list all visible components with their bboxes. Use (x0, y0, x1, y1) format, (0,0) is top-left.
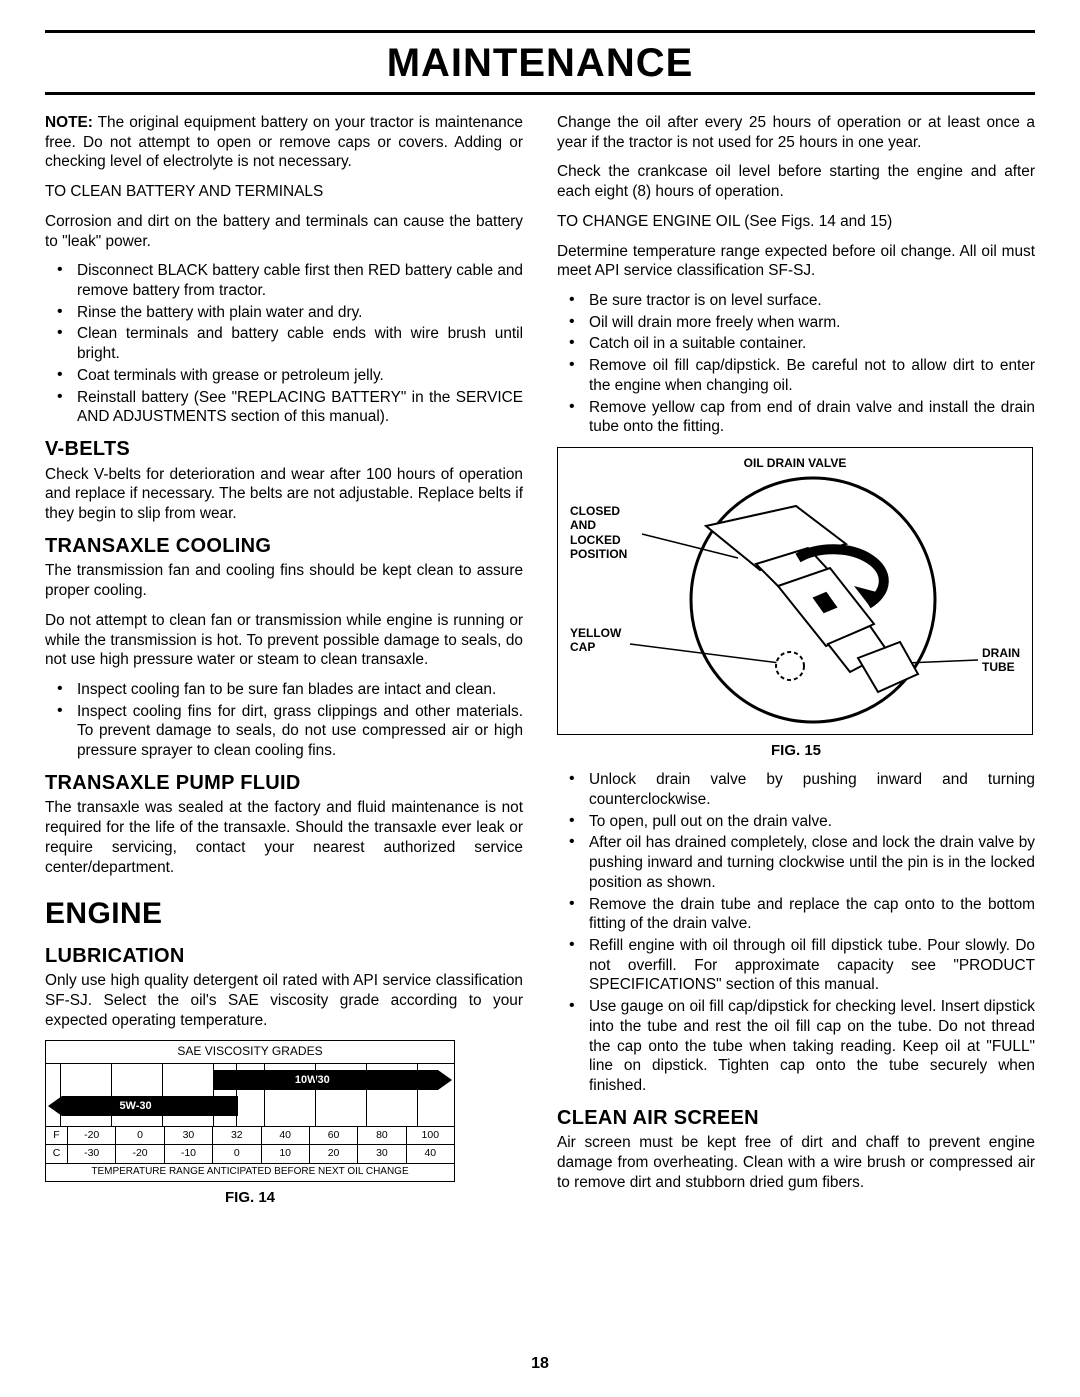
transaxle-cooling-steps: Inspect cooling fan to be sure fan blade… (45, 680, 523, 761)
sae-gridline (264, 1064, 265, 1126)
sae-tick: -20 (68, 1127, 116, 1144)
sae-chart-footer: TEMPERATURE RANGE ANTICIPATED BEFORE NEX… (46, 1163, 454, 1181)
note-body: The original equipment battery on your t… (45, 114, 523, 170)
sae-gridline (454, 1064, 455, 1126)
list-item: Be sure tractor is on level surface. (557, 291, 1035, 311)
page-number: 18 (0, 1355, 1080, 1373)
transaxle-cooling-heading: TRANSAXLE COOLING (45, 534, 523, 560)
vbelts-text: Check V-belts for deterioration and wear… (45, 465, 523, 524)
battery-steps-list: Disconnect BLACK battery cable first the… (45, 261, 523, 427)
oil-drain-valve-illustration (558, 448, 1034, 736)
sae-gridline (111, 1064, 112, 1126)
sae-gridline (366, 1064, 367, 1126)
list-item: Remove yellow cap from end of drain valv… (557, 398, 1035, 437)
sae-gridline (315, 1064, 316, 1126)
right-p2: Check the crankcase oil level before sta… (557, 162, 1035, 201)
rule-top (45, 30, 1035, 33)
arrowhead-10w30 (438, 1070, 452, 1090)
lubrication-heading: LUBRICATION (45, 944, 523, 970)
oil-drain-valve-figure: OIL DRAIN VALVE CLOSED AND LOCKED POSITI… (557, 447, 1033, 735)
sae-gridline (236, 1064, 237, 1126)
sae-c-row: C-30-20-10010203040 (46, 1144, 454, 1162)
note-paragraph: NOTE: The original equipment battery on … (45, 113, 523, 172)
change-oil-steps-1: Be sure tractor is on level surface.Oil … (557, 291, 1035, 437)
list-item: Disconnect BLACK battery cable first the… (45, 261, 523, 300)
sae-tick: 80 (358, 1127, 406, 1144)
left-column: NOTE: The original equipment battery on … (45, 113, 523, 1217)
list-item: Oil will drain more freely when warm. (557, 313, 1035, 333)
sae-viscosity-chart: SAE VISCOSITY GRADES 10W30 5W-30 F-20030… (45, 1040, 455, 1181)
list-item: Reinstall battery (See "REPLACING BATTER… (45, 388, 523, 427)
sae-chart-grid: 10W30 5W-30 (46, 1064, 454, 1126)
sae-gridline (162, 1064, 163, 1126)
sae-gridline (213, 1064, 214, 1126)
note-label: NOTE: (45, 114, 93, 131)
sae-tick: -20 (116, 1145, 164, 1162)
clean-battery-text: Corrosion and dirt on the battery and te… (45, 212, 523, 251)
sae-chart-title: SAE VISCOSITY GRADES (46, 1041, 454, 1063)
sae-tick: 32 (213, 1127, 261, 1144)
list-item: Coat terminals with grease or petroleum … (45, 366, 523, 386)
transaxle-cooling-p2: Do not attempt to clean fan or transmiss… (45, 611, 523, 670)
rule-under-title (45, 92, 1035, 95)
list-item: Catch oil in a suitable container. (557, 334, 1035, 354)
fig14-caption: FIG. 14 (45, 1188, 455, 1207)
sae-row-label: C (46, 1145, 68, 1162)
list-item: Refill engine with oil through oil fill … (557, 936, 1035, 995)
sae-tick: 0 (213, 1145, 261, 1162)
sae-tick: -30 (68, 1145, 116, 1162)
sae-tick: 20 (310, 1145, 358, 1162)
engine-heading: ENGINE (45, 895, 523, 933)
list-item: Inspect cooling fins for dirt, grass cli… (45, 702, 523, 761)
sae-tick: 60 (310, 1127, 358, 1144)
sae-row-label: F (46, 1127, 68, 1144)
sae-tick: 0 (116, 1127, 164, 1144)
sae-tick: 40 (262, 1127, 310, 1144)
transaxle-pump-text: The transaxle was sealed at the factory … (45, 798, 523, 877)
sae-gridline (60, 1064, 61, 1126)
lubrication-text: Only use high quality detergent oil rate… (45, 971, 523, 1030)
page-title: MAINTENANCE (45, 41, 1035, 86)
clean-air-heading: CLEAN AIR SCREEN (557, 1106, 1035, 1132)
label-10w30: 10W30 (295, 1073, 330, 1087)
list-item: Remove oil fill cap/dipstick. Be careful… (557, 356, 1035, 395)
sae-tick: 30 (358, 1145, 406, 1162)
fig15-caption: FIG. 15 (557, 741, 1035, 760)
list-item: After oil has drained completely, close … (557, 833, 1035, 892)
list-item: To open, pull out on the drain valve. (557, 812, 1035, 832)
transaxle-cooling-p1: The transmission fan and cooling fins sh… (45, 561, 523, 600)
right-p1: Change the oil after every 25 hours of o… (557, 113, 1035, 152)
list-item: Clean terminals and battery cable ends w… (45, 324, 523, 363)
transaxle-pump-heading: TRANSAXLE PUMP FLUID (45, 771, 523, 797)
change-oil-heading: TO CHANGE ENGINE OIL (See Figs. 14 and 1… (557, 212, 1035, 232)
sae-tick: 40 (407, 1145, 454, 1162)
right-column: Change the oil after every 25 hours of o… (557, 113, 1035, 1217)
clean-battery-heading: TO CLEAN BATTERY AND TERMINALS (45, 182, 523, 202)
change-oil-steps-2: Unlock drain valve by pushing inward and… (557, 770, 1035, 1096)
clean-air-text: Air screen must be kept free of dirt and… (557, 1133, 1035, 1192)
list-item: Use gauge on oil fill cap/dipstick for c… (557, 997, 1035, 1096)
list-item: Rinse the battery with plain water and d… (45, 303, 523, 323)
sae-tick: 30 (165, 1127, 213, 1144)
sae-tick: 10 (262, 1145, 310, 1162)
sae-gridline (417, 1064, 418, 1126)
label-5w30: 5W-30 (119, 1099, 151, 1113)
change-oil-intro: Determine temperature range expected bef… (557, 242, 1035, 281)
two-column-layout: NOTE: The original equipment battery on … (45, 113, 1035, 1217)
sae-tick: -10 (165, 1145, 213, 1162)
sae-f-row: F-2003032406080100 (46, 1126, 454, 1144)
list-item: Inspect cooling fan to be sure fan blade… (45, 680, 523, 700)
list-item: Unlock drain valve by pushing inward and… (557, 770, 1035, 809)
sae-tick: 100 (407, 1127, 454, 1144)
vbelts-heading: V-BELTS (45, 437, 523, 463)
list-item: Remove the drain tube and replace the ca… (557, 895, 1035, 934)
